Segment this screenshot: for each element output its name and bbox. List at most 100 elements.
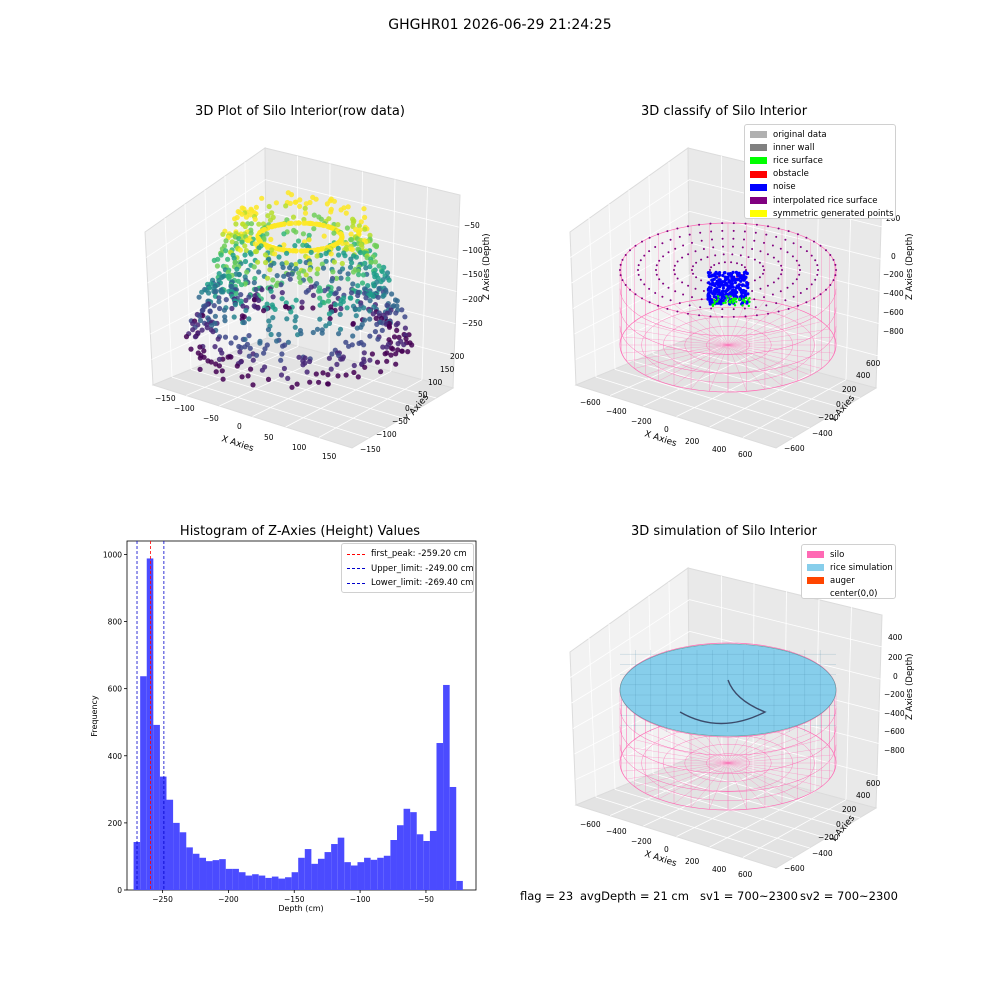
histogram-ytick-label: 400 (108, 752, 123, 761)
histogram-bar (232, 868, 239, 890)
raw-data-point (378, 279, 384, 285)
raw-data-point (246, 316, 252, 322)
raw-data-point (300, 362, 306, 368)
histogram-bar (265, 877, 272, 890)
raw-data-point (361, 342, 367, 348)
rice-surface-point (722, 301, 725, 305)
noise-point (720, 289, 725, 294)
raw-data-point (349, 246, 356, 253)
raw-xtick: −50 (203, 414, 219, 423)
interpolated-point (691, 269, 693, 271)
raw-data-point (237, 247, 243, 253)
raw-data-point (217, 305, 223, 312)
raw-data-point (238, 282, 245, 288)
interpolated-point (784, 238, 787, 241)
noise-point (707, 274, 711, 279)
interpolated-point (692, 265, 694, 268)
noise-point (706, 297, 710, 301)
rice-surface-point (735, 300, 738, 303)
raw-data-point (293, 314, 299, 320)
raw-data-point (333, 275, 340, 281)
raw-data-point (256, 245, 262, 251)
raw-data-point (280, 264, 286, 270)
raw-data-point (320, 370, 326, 376)
interpolated-point (678, 302, 681, 305)
raw-data-point (347, 264, 354, 270)
raw-zlabel: Z Axies (Depth) (482, 233, 492, 300)
raw-3d-panes (144, 147, 461, 449)
interpolated-point (666, 307, 669, 310)
raw-data-point (251, 280, 257, 286)
interpolated-point (673, 273, 676, 276)
legend-swatch (750, 131, 767, 139)
interpolated-point (834, 274, 837, 277)
raw-data-point (356, 223, 362, 229)
raw-data-point (378, 369, 384, 375)
raw-data-point (216, 356, 223, 362)
simulation-ytick: −400 (812, 849, 833, 858)
legend-swatch (807, 564, 824, 572)
raw-ytick: −100 (376, 430, 397, 439)
raw-data-point (297, 258, 303, 265)
interpolated-point (699, 231, 702, 234)
raw-data-point (350, 281, 356, 287)
raw-data-point (287, 276, 293, 282)
noise-point (713, 288, 717, 292)
raw-data-point (246, 333, 252, 339)
simulation-rice-surface (619, 643, 837, 737)
interpolated-point (829, 254, 832, 256)
interpolated-point (741, 246, 744, 249)
raw-data-point (335, 373, 341, 379)
raw-data-point (351, 369, 357, 376)
interpolated-point (819, 293, 822, 296)
simulation-xtick: −400 (606, 827, 627, 836)
interpolated-point (777, 277, 780, 280)
sv2-readout: sv2 = 700~2300 (800, 889, 898, 903)
raw-data-point (274, 338, 280, 344)
raw-data-point (394, 303, 400, 309)
raw-data-point (362, 364, 368, 370)
raw-data-point (361, 350, 367, 356)
raw-data-point (285, 375, 291, 381)
classify-legend: original data inner wall rice surface obsta… (744, 124, 896, 219)
interpolated-point (721, 308, 724, 311)
raw-data-point (376, 263, 382, 269)
histogram-bar (456, 880, 463, 890)
noise-point (718, 273, 722, 277)
noise-point (731, 270, 735, 274)
interpolated-point (751, 248, 754, 250)
raw-data-point (323, 258, 329, 264)
interpolated-point (695, 276, 698, 279)
legend-swatch (750, 144, 767, 152)
raw-data-point (284, 316, 290, 322)
flag-readout: flag = 23 (520, 889, 574, 903)
interpolated-point (661, 295, 664, 298)
interpolated-point (763, 269, 765, 271)
raw-data-point (296, 354, 302, 360)
raw-data-point (232, 302, 238, 308)
interpolated-point (799, 269, 801, 271)
raw-data-point (196, 313, 203, 319)
raw-data-point (279, 290, 285, 296)
raw-data-point (355, 283, 361, 289)
raw-data-point (348, 237, 354, 243)
classify-ytick: 600 (866, 359, 881, 368)
raw-data-point (222, 334, 229, 340)
raw-data-point (238, 292, 244, 298)
legend-label: original data (773, 129, 827, 140)
simulation-ztick: 400 (888, 633, 903, 642)
interpolated-point (799, 292, 802, 294)
rice-surface-point (717, 298, 720, 301)
raw-data-point (338, 275, 344, 281)
noise-point (746, 286, 750, 290)
raw-data-point (293, 261, 299, 267)
histogram-bar (344, 862, 351, 890)
interpolated-point (706, 256, 709, 259)
classify-ztick: −600 (883, 308, 904, 317)
raw-data-point (252, 275, 258, 282)
raw-data-point (323, 323, 329, 329)
raw-data-point (384, 310, 390, 316)
noise-point (706, 287, 711, 291)
raw-data-point (370, 293, 376, 299)
histogram-bar (199, 857, 207, 890)
